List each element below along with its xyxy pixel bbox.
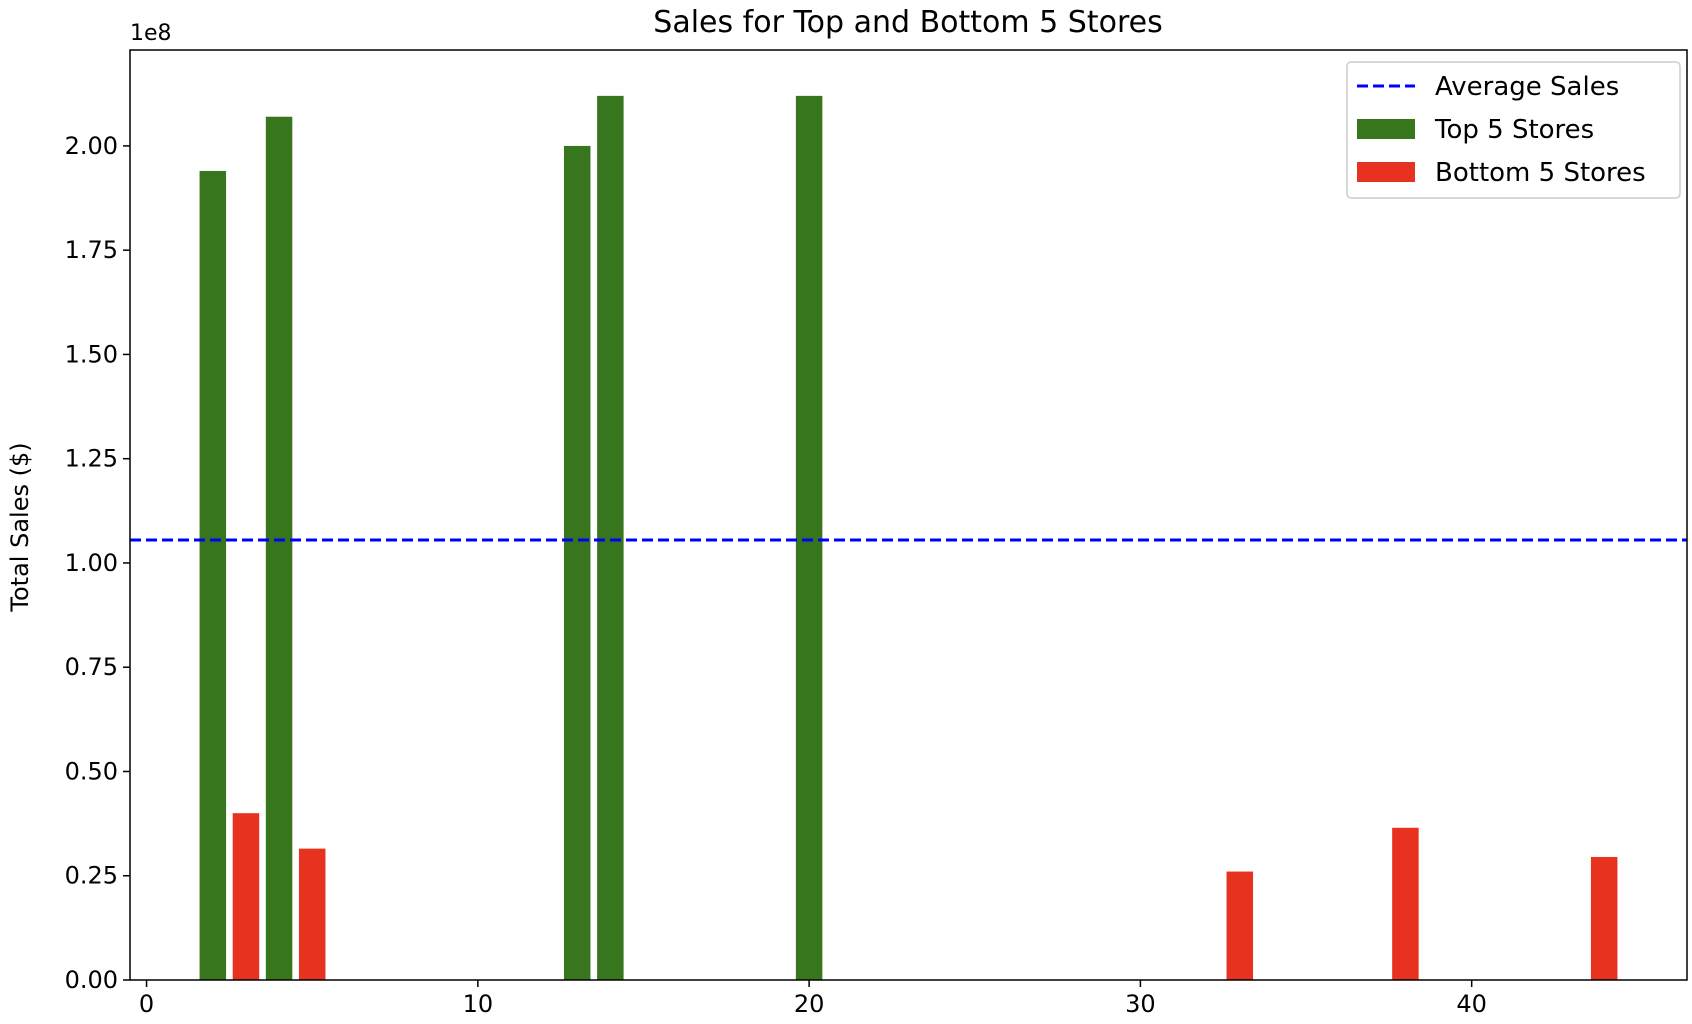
plot-frame: [129, 49, 1688, 981]
x-axis: 0 10 20 30 40: [139, 980, 1487, 1018]
x-tick-label-10: 10: [463, 990, 494, 1018]
x-tick-label-30: 30: [1125, 990, 1156, 1018]
y-axis: 0.00 0.25 0.50 0.75 1.00 1.25 1.50 1.75 2.00: [65, 132, 130, 994]
bar-bottom-store-3: [232, 813, 260, 980]
y-tick-label-6: 1.50: [65, 340, 118, 368]
y-tick-label-8: 2.00: [65, 132, 118, 160]
bar-top-store-13: [563, 145, 591, 980]
y-tick-label-5: 1.25: [65, 445, 118, 473]
legend-label-0: Average Sales: [1435, 72, 1619, 102]
bar-bottom-store-5: [298, 848, 326, 980]
y-tick-label-3: 0.75: [65, 653, 118, 681]
legend: Average Sales Top 5 Stores Bottom 5 Stores: [1346, 61, 1681, 199]
y-tick-label-2: 0.50: [65, 757, 118, 785]
legend-swatch-top-5-stores: [1357, 119, 1415, 139]
legend-label-2: Bottom 5 Stores: [1435, 158, 1646, 188]
x-tick-label-20: 20: [794, 990, 825, 1018]
bar-bottom-store-38: [1392, 827, 1419, 980]
y-tick-label-7: 1.75: [65, 236, 118, 264]
y-axis-offset-label: 1e8: [130, 21, 172, 46]
bar-top-store-4: [265, 116, 293, 981]
bar-bottom-store-33: [1226, 871, 1254, 980]
bar-bottom-store-44: [1590, 856, 1618, 980]
x-tick-label-40: 40: [1456, 990, 1487, 1018]
y-tick-label-4: 1.00: [65, 549, 118, 577]
chart-title: Sales for Top and Bottom 5 Stores: [653, 5, 1162, 40]
y-tick-label-1: 0.25: [65, 862, 118, 890]
legend-label-1: Top 5 Stores: [1434, 115, 1594, 145]
legend-swatch-bottom-5-stores: [1357, 162, 1415, 182]
bar-top-store-20: [795, 95, 823, 980]
y-axis-label: Total Sales ($): [6, 442, 34, 612]
y-tick-label-0: 0.00: [65, 966, 118, 994]
bars-group: [199, 95, 1618, 981]
bar-top-store-14: [597, 95, 624, 980]
legend-frame: [1346, 61, 1681, 199]
x-tick-label-0: 0: [139, 990, 154, 1018]
bar-top-store-2: [199, 170, 227, 980]
